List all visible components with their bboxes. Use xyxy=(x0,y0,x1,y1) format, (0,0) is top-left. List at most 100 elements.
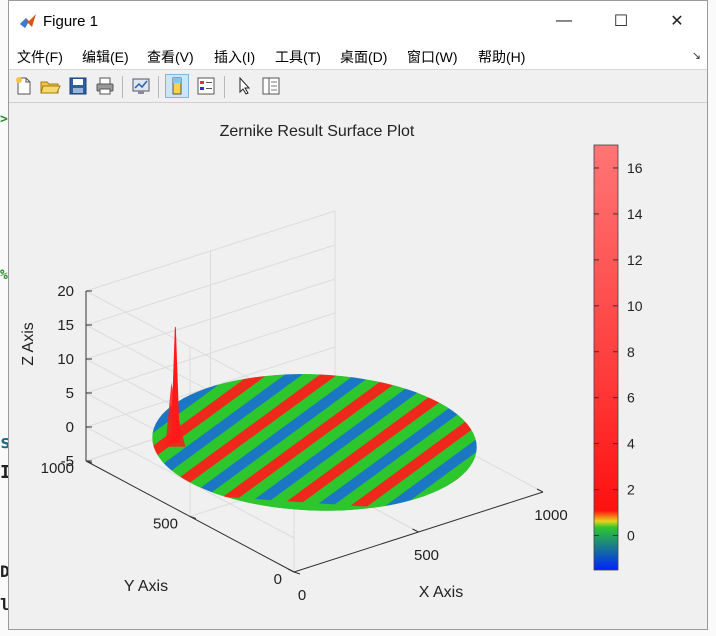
bg-glyph: % xyxy=(0,268,8,283)
fringe-band xyxy=(703,308,707,531)
fringe-band xyxy=(639,303,707,526)
z-axis-label: Z Axis xyxy=(20,322,37,366)
fringe-band xyxy=(152,374,462,493)
menu-desktop[interactable]: 桌面(D) xyxy=(340,49,388,65)
maximize-button[interactable]: ☐ xyxy=(613,13,629,30)
menu-bar: 文件(F) 编辑(E) 查看(V) 插入(I) 工具(T) 桌面(D) 窗口(W… xyxy=(9,41,707,69)
y-tick-label: 1000 xyxy=(41,460,74,477)
x-tick-label: 1000 xyxy=(534,507,567,524)
link-plot-icon[interactable] xyxy=(130,75,152,97)
menu-insert[interactable]: 插入(I) xyxy=(214,49,256,65)
fringe-band xyxy=(366,374,477,508)
colorbar-bar xyxy=(593,144,619,571)
open-file-icon[interactable] xyxy=(39,75,61,97)
y-tick xyxy=(293,571,301,575)
colorbar-tick-label: 4 xyxy=(627,436,635,452)
figure-window: Figure 1 — ☐ ✕ 文件(F) 编辑(E) 查看(V) 插入(I) 工… xyxy=(8,0,708,630)
close-button[interactable]: ✕ xyxy=(670,13,684,30)
fringe-band xyxy=(462,374,477,511)
fringe-band xyxy=(174,374,477,495)
colorbar-tick-label: 8 xyxy=(627,344,635,360)
edit-pointer-icon[interactable] xyxy=(233,75,255,97)
fringe-band xyxy=(222,374,477,498)
toolbar-dock-icon[interactable]: ↘ xyxy=(691,50,701,62)
fringe-band xyxy=(607,301,707,524)
x-tick xyxy=(287,568,295,573)
z-tick-label: 10 xyxy=(57,351,74,368)
colorbar-tick-label: 2 xyxy=(627,482,635,498)
window-title: Figure 1 xyxy=(43,13,99,30)
y-tick-label: 500 xyxy=(153,516,178,533)
y-tick xyxy=(85,460,93,464)
fringe-band xyxy=(190,374,477,496)
x-axis-label: X Axis xyxy=(419,584,463,601)
colorbar-tick-label: 16 xyxy=(627,160,643,176)
menu-view[interactable]: 查看(V) xyxy=(147,49,194,65)
colorbar-tick-label: 0 xyxy=(627,528,635,544)
fringe-band xyxy=(671,306,707,529)
fringe-band xyxy=(9,239,14,462)
fringe-band xyxy=(398,374,477,510)
surface-plot[interactable]: Zernike Result Surface Plot 20151050-510… xyxy=(9,103,707,629)
x-tick xyxy=(412,528,419,533)
fringe-band xyxy=(543,297,707,520)
x-tick xyxy=(536,488,544,493)
fringe-band xyxy=(479,293,707,516)
insert-colorbar-icon[interactable] xyxy=(165,74,189,98)
menu-window[interactable]: 窗口(W) xyxy=(407,49,458,65)
save-icon[interactable] xyxy=(67,75,89,97)
fringe-band xyxy=(382,374,477,509)
y-tick xyxy=(189,516,197,519)
new-figure-icon[interactable] xyxy=(13,75,35,97)
bg-glyph: > xyxy=(0,112,8,127)
colorbar-tick-label: 14 xyxy=(627,206,643,222)
colorbar-tick-label: 6 xyxy=(627,390,635,406)
menu-tools[interactable]: 工具(T) xyxy=(275,49,321,65)
menu-file[interactable]: 文件(F) xyxy=(17,49,63,65)
z-tick-label: 0 xyxy=(66,419,74,436)
x-tick-label: 0 xyxy=(298,587,306,604)
fringe-band xyxy=(623,302,707,525)
fringe-band xyxy=(158,374,477,494)
figure-canvas[interactable]: Zernike Result Surface Plot 20 15 10 5 0 -5 10… xyxy=(9,103,707,629)
peak-cluster xyxy=(165,382,186,447)
bg-glyph: s xyxy=(0,432,11,453)
plot-title: Zernike Result Surface Plot xyxy=(220,123,415,140)
menu-edit[interactable]: 编辑(E) xyxy=(82,49,129,65)
matlab-logo-icon xyxy=(20,14,36,28)
fringe-band xyxy=(206,374,477,497)
fringe-band xyxy=(687,307,707,530)
title-bar[interactable]: Figure 1 — ☐ ✕ xyxy=(9,1,707,41)
toolbar-separator xyxy=(158,76,159,98)
z-tick-label: -5 xyxy=(61,453,74,470)
fringe-band xyxy=(655,304,707,527)
insert-legend-icon[interactable] xyxy=(195,75,217,97)
y-tick-label: 0 xyxy=(274,571,282,588)
z-tick-label: 15 xyxy=(57,317,74,334)
toolbar-separator xyxy=(122,76,123,98)
property-inspector-icon[interactable] xyxy=(260,75,282,97)
colorbar-tick-label: 10 xyxy=(627,298,643,314)
fringe-band xyxy=(152,374,446,492)
fringe-band xyxy=(318,374,477,505)
colorbar-ticks: 16 14 12 10 8 6 4 2 0 xyxy=(594,160,643,544)
z-tick-label: 5 xyxy=(66,385,74,402)
fringe-band xyxy=(446,374,477,511)
fringe-band xyxy=(334,374,477,506)
menu-help[interactable]: 帮助(H) xyxy=(478,49,526,65)
print-icon[interactable] xyxy=(94,75,116,97)
bg-glyph: I xyxy=(0,462,11,483)
figure-toolbar xyxy=(9,69,707,103)
y-axis-label: Y Axis xyxy=(124,578,168,595)
z-tick-label: 20 xyxy=(57,283,74,300)
colorbar-tick-label: 12 xyxy=(627,252,643,268)
x-tick-label: 500 xyxy=(414,547,439,564)
fringe-band xyxy=(430,374,477,511)
toolbar-separator xyxy=(224,76,225,98)
minimize-button[interactable]: — xyxy=(556,12,572,29)
colorbar[interactable]: 16 14 12 10 8 6 4 2 0 xyxy=(593,144,643,571)
fringe-band xyxy=(152,374,430,491)
fringe-band xyxy=(238,374,477,499)
fringe-band xyxy=(350,374,477,507)
